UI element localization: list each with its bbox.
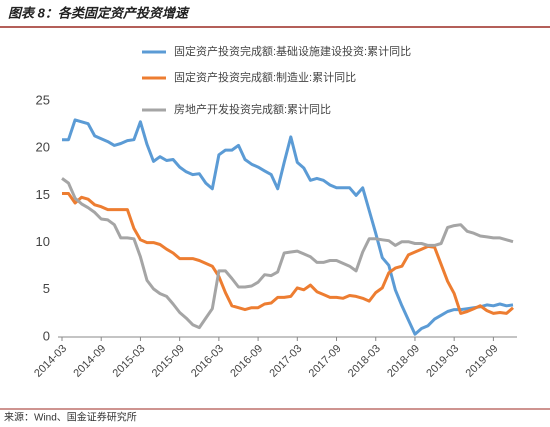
y-tick-label: 5 xyxy=(43,281,50,296)
x-tick-label: 2016-03 xyxy=(189,343,226,380)
y-tick-label: 20 xyxy=(36,140,50,155)
x-tick-label: 2015-03 xyxy=(111,343,148,380)
x-tick-label: 2017-09 xyxy=(307,343,344,380)
series-line xyxy=(61,177,514,330)
legend-label: 房地产开发投资完成额:累计同比 xyxy=(174,102,331,116)
x-tick-label: 2017-03 xyxy=(267,343,304,380)
x-tick-label: 2018-03 xyxy=(346,343,383,380)
series-line xyxy=(62,118,514,336)
y-tick-label: 15 xyxy=(36,187,50,202)
x-tick-label: 2016-09 xyxy=(228,343,265,380)
y-tick-label: 0 xyxy=(43,328,50,343)
x-tick-label: 2019-09 xyxy=(464,343,501,380)
series-line xyxy=(62,192,514,315)
x-tick-label: 2014-03 xyxy=(32,343,69,380)
y-tick-label: 25 xyxy=(36,92,50,107)
chart-title: 图表 8：各类固定资产投资增速 xyxy=(8,5,191,20)
x-tick-label: 2018-09 xyxy=(385,343,422,380)
x-tick-label: 2019-03 xyxy=(424,343,461,380)
source-note: 来源：Wind、国金证券研究所 xyxy=(4,411,137,424)
legend-label: 固定资产投资完成额:基础设施建设投资:累计同比 xyxy=(174,44,411,58)
y-tick-label: 10 xyxy=(36,234,50,249)
legend-label: 固定资产投资完成额:制造业:累计同比 xyxy=(174,70,356,84)
x-tick-label: 2015-09 xyxy=(150,343,187,380)
x-tick-label: 2014-09 xyxy=(71,343,108,380)
